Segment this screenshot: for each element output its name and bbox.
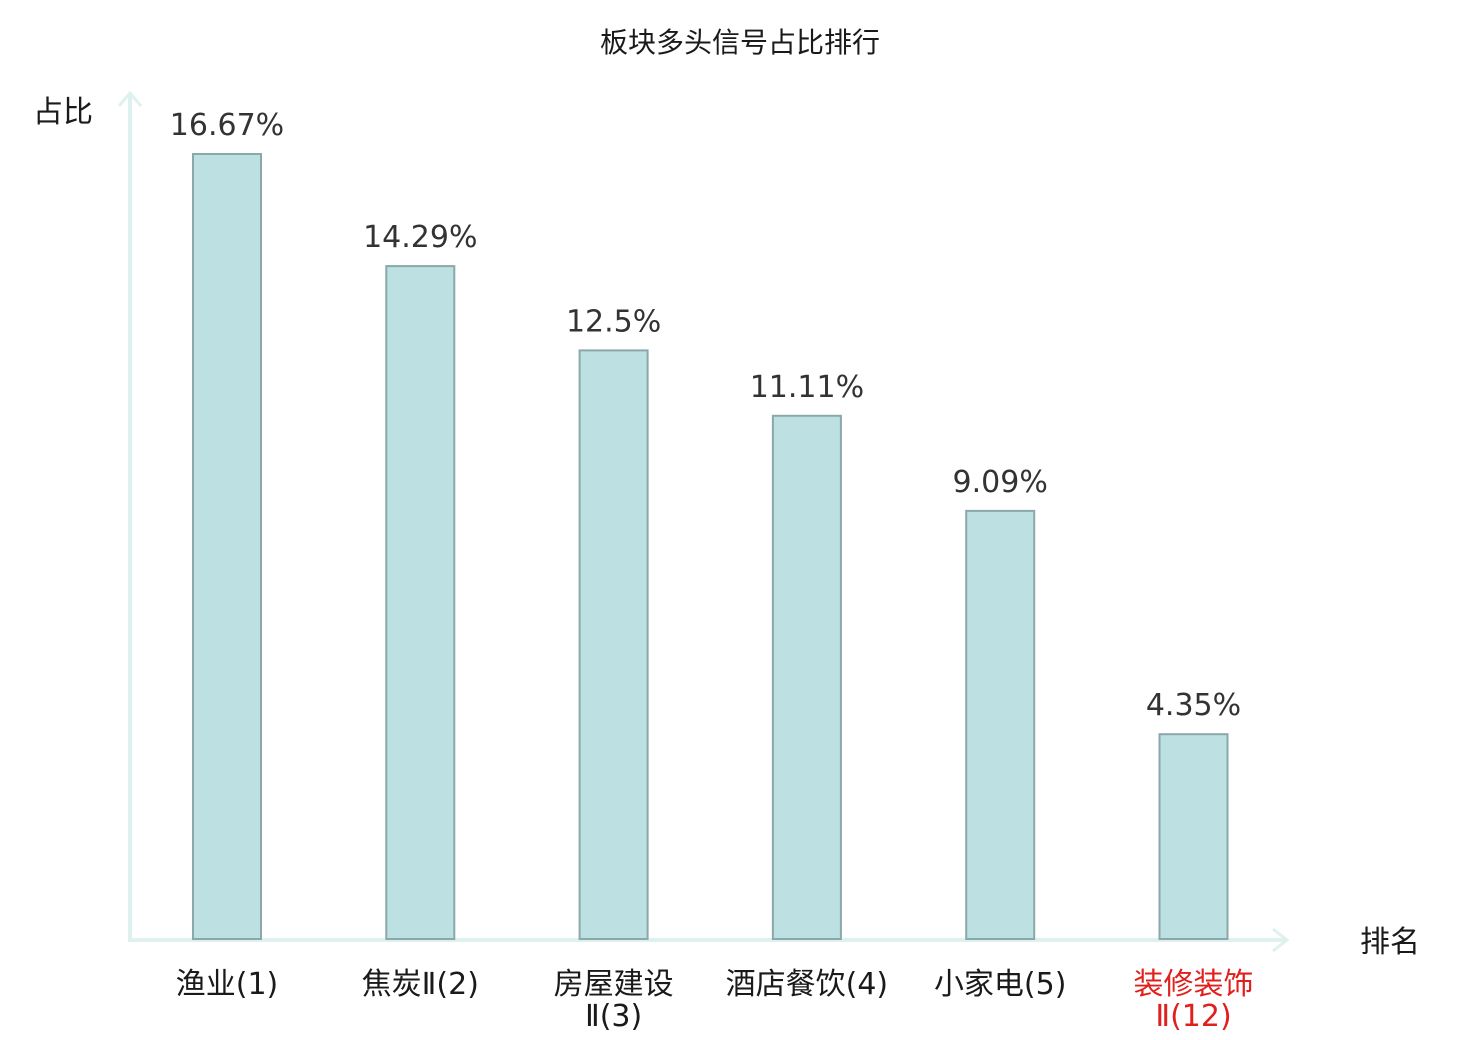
- x-axis-label: 排名: [1360, 925, 1420, 960]
- bar-6: [1158, 733, 1229, 941]
- value-label-6: 4.35%: [1146, 688, 1241, 723]
- bar-4: [771, 414, 842, 940]
- category-label-1: 渔业(1): [176, 967, 279, 1002]
- category-label-2: 焦炭Ⅱ(2): [362, 967, 479, 1002]
- category-label-4: 酒店餐饮(4): [726, 967, 889, 1002]
- category-label-3-line-1: 房屋建设: [554, 967, 674, 1002]
- bar-3: [578, 349, 649, 940]
- bar-5: [965, 509, 1036, 940]
- category-label-5: 小家电(5): [934, 967, 1067, 1002]
- value-labels-group: 16.67% 14.29% 12.5% 11.11% 9.09% 4.35%: [170, 108, 1241, 723]
- y-axis: [117, 90, 143, 940]
- chart-title: 板块多头信号占比排行: [600, 26, 880, 59]
- value-label-5: 9.09%: [953, 465, 1048, 500]
- x-axis: [128, 927, 1290, 953]
- value-label-3: 12.5%: [566, 304, 661, 339]
- y-axis-label: 占比: [33, 95, 93, 130]
- bars-group: [192, 153, 1229, 941]
- value-label-2: 14.29%: [363, 220, 477, 255]
- bar-1: [192, 153, 262, 940]
- category-label-6-line-2: Ⅱ(12): [1155, 999, 1231, 1034]
- category-label-6-line-1: 装修装饰: [1134, 967, 1254, 1002]
- bar-2: [385, 265, 456, 941]
- value-label-4: 11.11%: [750, 370, 864, 405]
- category-label-3-line-2: Ⅱ(3): [585, 999, 642, 1034]
- value-label-1: 16.67%: [170, 108, 284, 143]
